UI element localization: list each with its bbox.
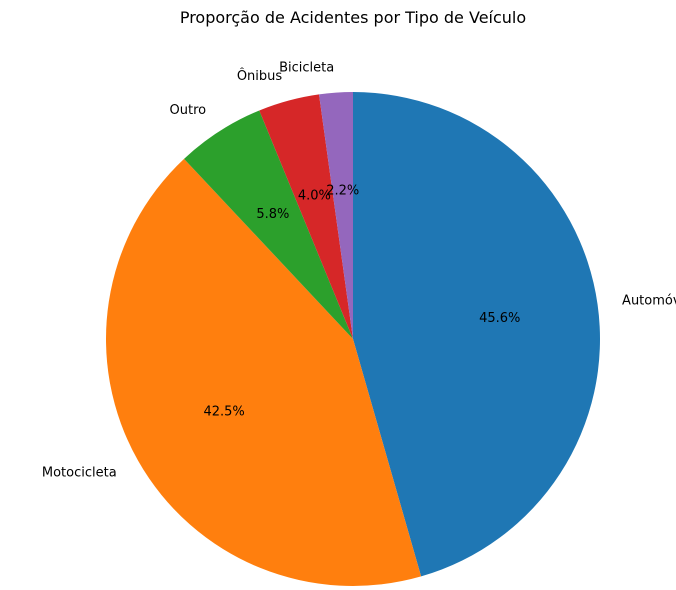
- slice-percent-label: 45.6%: [479, 311, 520, 326]
- pie-slice: [184, 110, 353, 339]
- slice-label: Ônibus: [237, 68, 283, 84]
- slice-label: Outro: [170, 103, 207, 118]
- slice-percent-labels: 45.6% 42.5% 5.8% 4.0%2.2%: [203, 184, 520, 420]
- pie-slice: [318, 92, 353, 339]
- pie-slice: [259, 94, 353, 339]
- slice-label: Motocicleta: [42, 466, 117, 481]
- pie-slice: [353, 92, 600, 577]
- chart-title: Proporção de Acidentes por Tipo de Veícu…: [180, 8, 526, 27]
- slice-percent-label: 5.8%: [256, 207, 289, 222]
- slice-percent-label: 42.5%: [203, 405, 244, 420]
- slice-label: Bicicleta: [279, 60, 334, 75]
- slice-label: Automóvel: [622, 294, 676, 309]
- pie-slice: [105, 158, 422, 587]
- slice-percent-label: 2.2%: [326, 184, 359, 199]
- slice-percent-label: 4.0%: [298, 188, 331, 203]
- pie-slices: [105, 92, 600, 587]
